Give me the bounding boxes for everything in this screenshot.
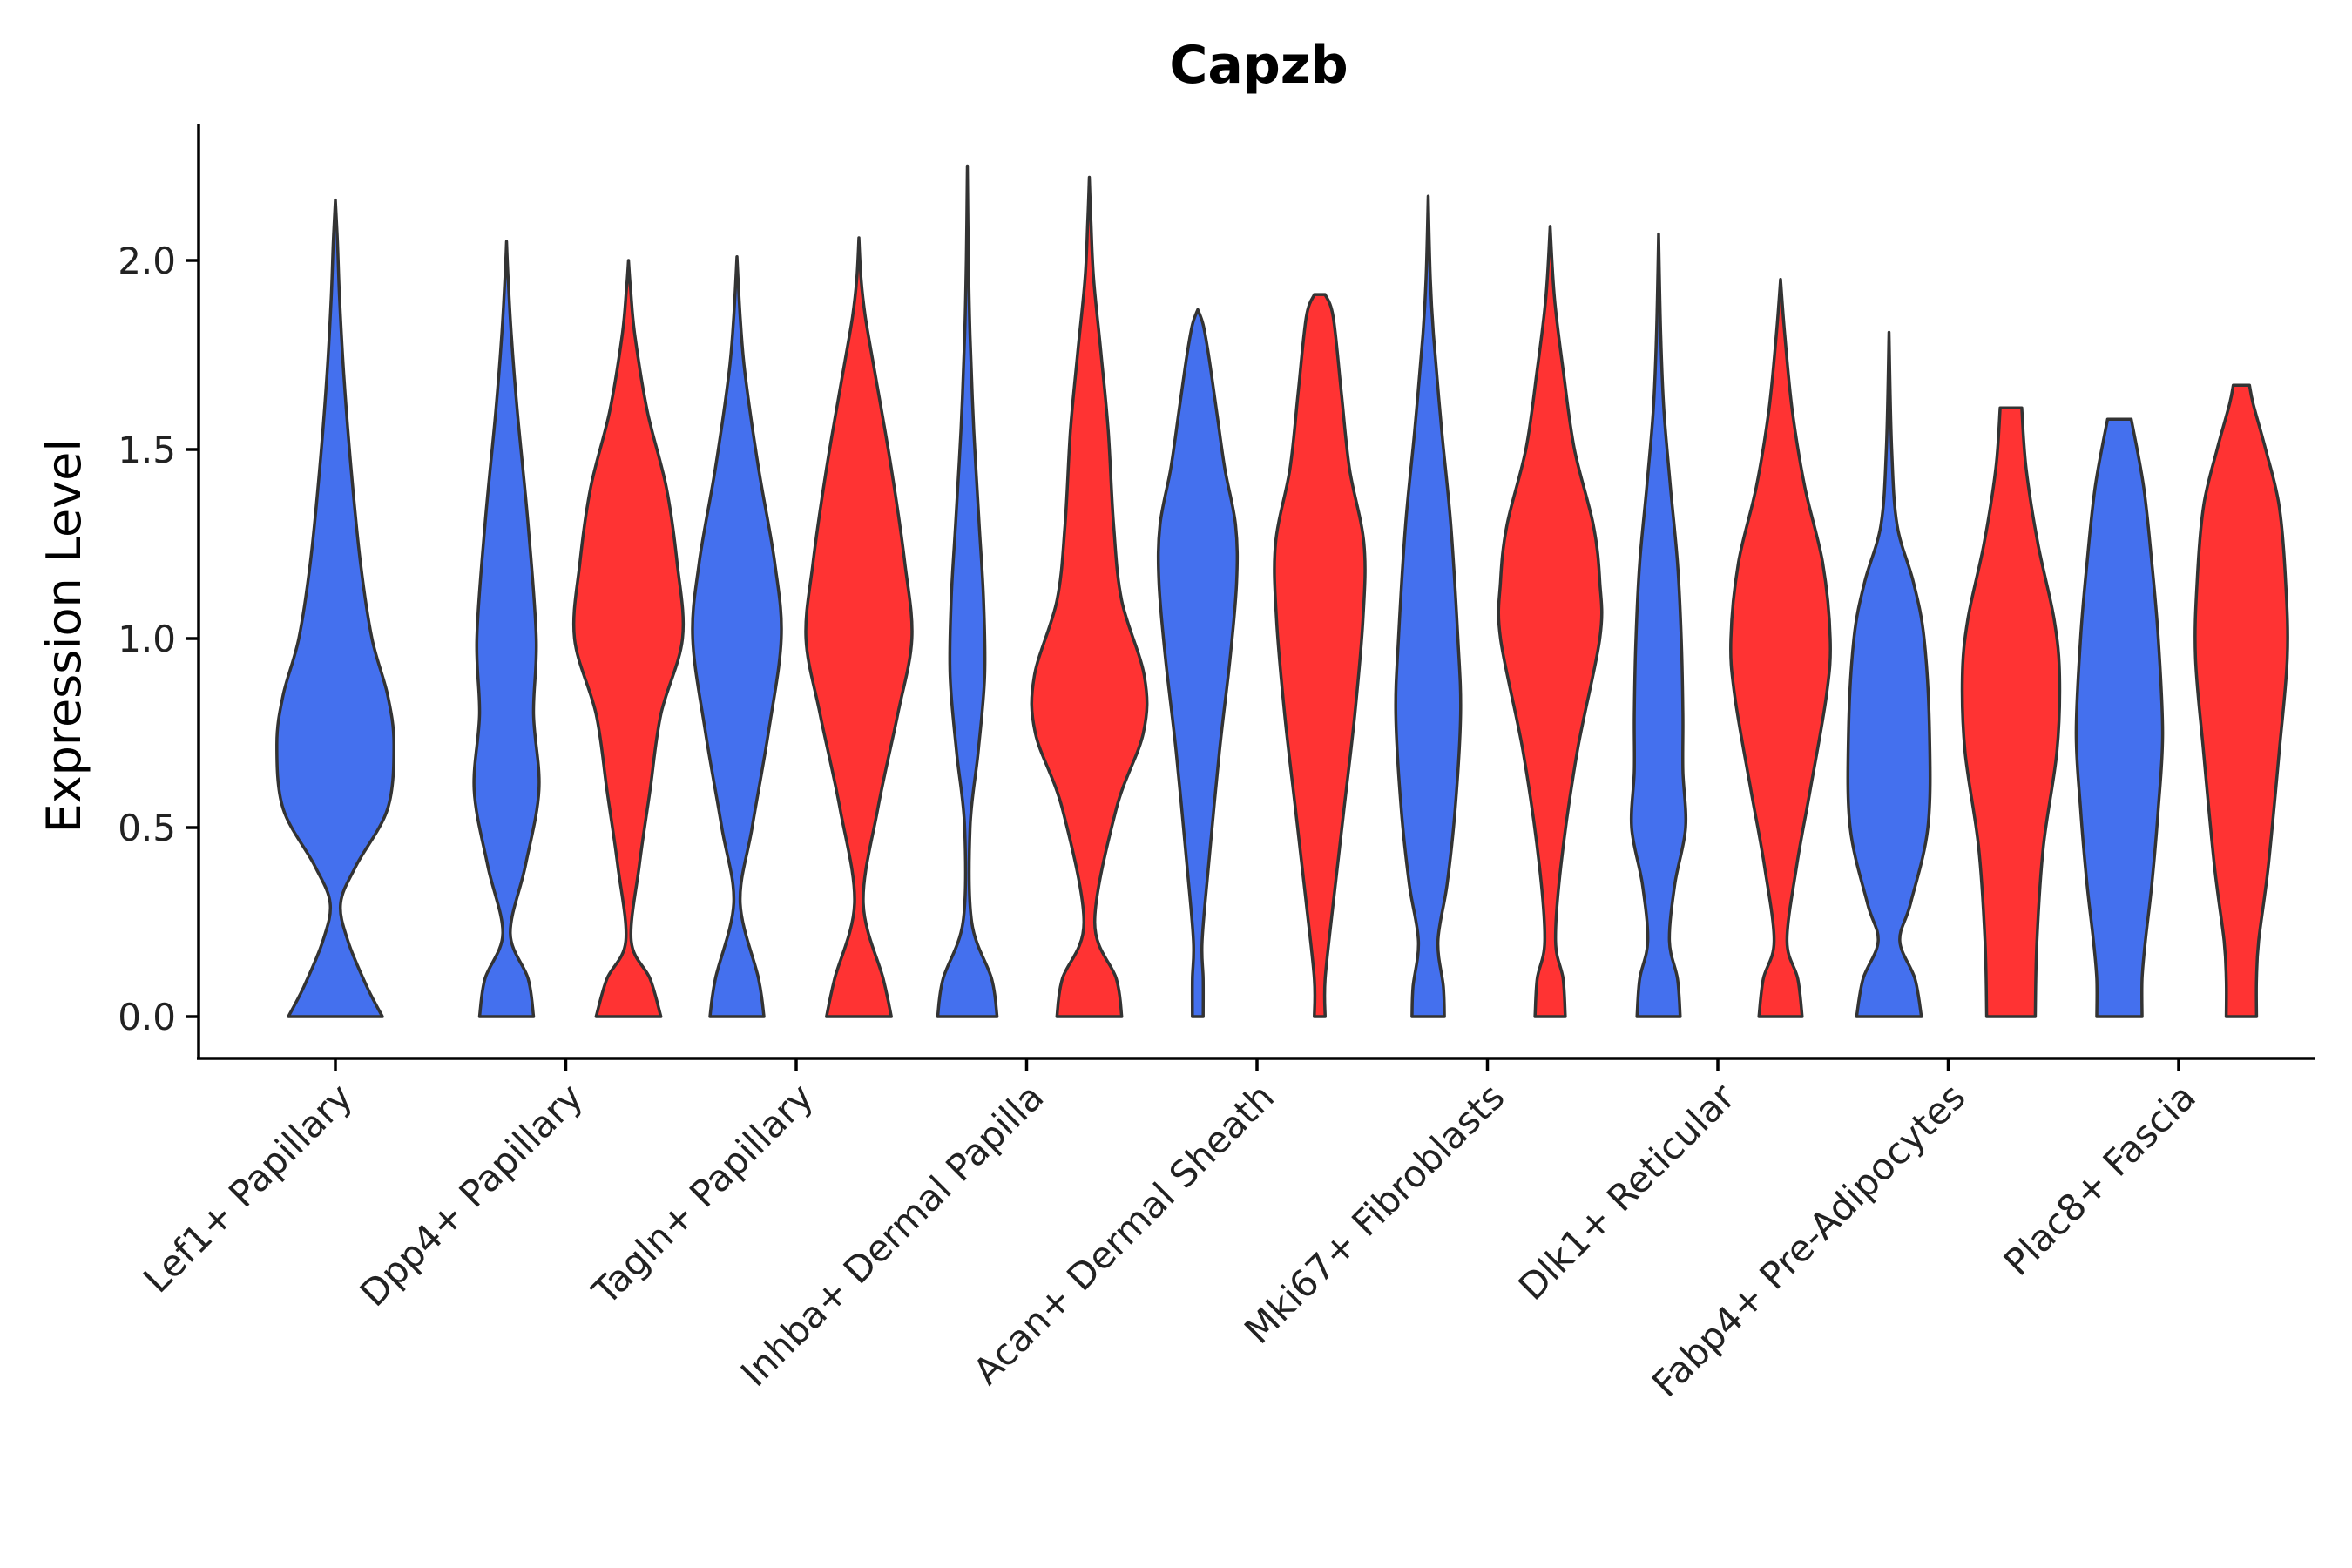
x-tick-label: Dlk1+ Reticular: [1511, 1075, 1744, 1308]
y-tick-label: 1.5: [118, 429, 176, 471]
violin-blue-0: [275, 198, 395, 1018]
violin-blue-4: [1156, 308, 1240, 1018]
x-tick-label: Tagln+ Papillary: [584, 1075, 821, 1313]
y-axis-label: Expression Level: [37, 439, 91, 834]
x-tick-label: Lef1+ Papillary: [135, 1075, 361, 1301]
violin-red-7: [1960, 406, 2062, 1018]
violin-red-3: [1030, 175, 1149, 1018]
violin-blue-8: [2074, 417, 2165, 1018]
y-tick-label: 2.0: [118, 240, 176, 282]
violin-red-5: [1497, 225, 1604, 1018]
x-tick-label: Plac8+ Fascia: [1996, 1075, 2204, 1283]
violin-red-4: [1273, 293, 1367, 1018]
violin-red-8: [2193, 383, 2289, 1018]
x-tick-label: Dpp4+ Papillary: [352, 1075, 591, 1315]
violin-blue-6: [1629, 232, 1688, 1018]
violin-blue-3: [936, 164, 999, 1018]
x-tick-label: Mki67+ Fibroblasts: [1236, 1075, 1512, 1351]
y-tick-label: 1.0: [118, 618, 176, 660]
violin-red-2: [804, 236, 914, 1018]
violin-red-1: [571, 259, 686, 1018]
violin-blue-2: [691, 254, 783, 1018]
y-tick-label: 0.0: [118, 996, 176, 1038]
y-tick-label: 0.5: [118, 807, 176, 849]
chart-title: Capzb: [1169, 35, 1348, 96]
violin-red-6: [1729, 277, 1832, 1018]
violin-blue-7: [1846, 330, 1932, 1018]
violin-blue-5: [1394, 194, 1463, 1018]
y-tick-group: 0.0 0.5 1.0 1.5 2.0: [118, 240, 199, 1038]
violin-group: [275, 164, 2289, 1018]
violin-blue-1: [472, 240, 541, 1018]
